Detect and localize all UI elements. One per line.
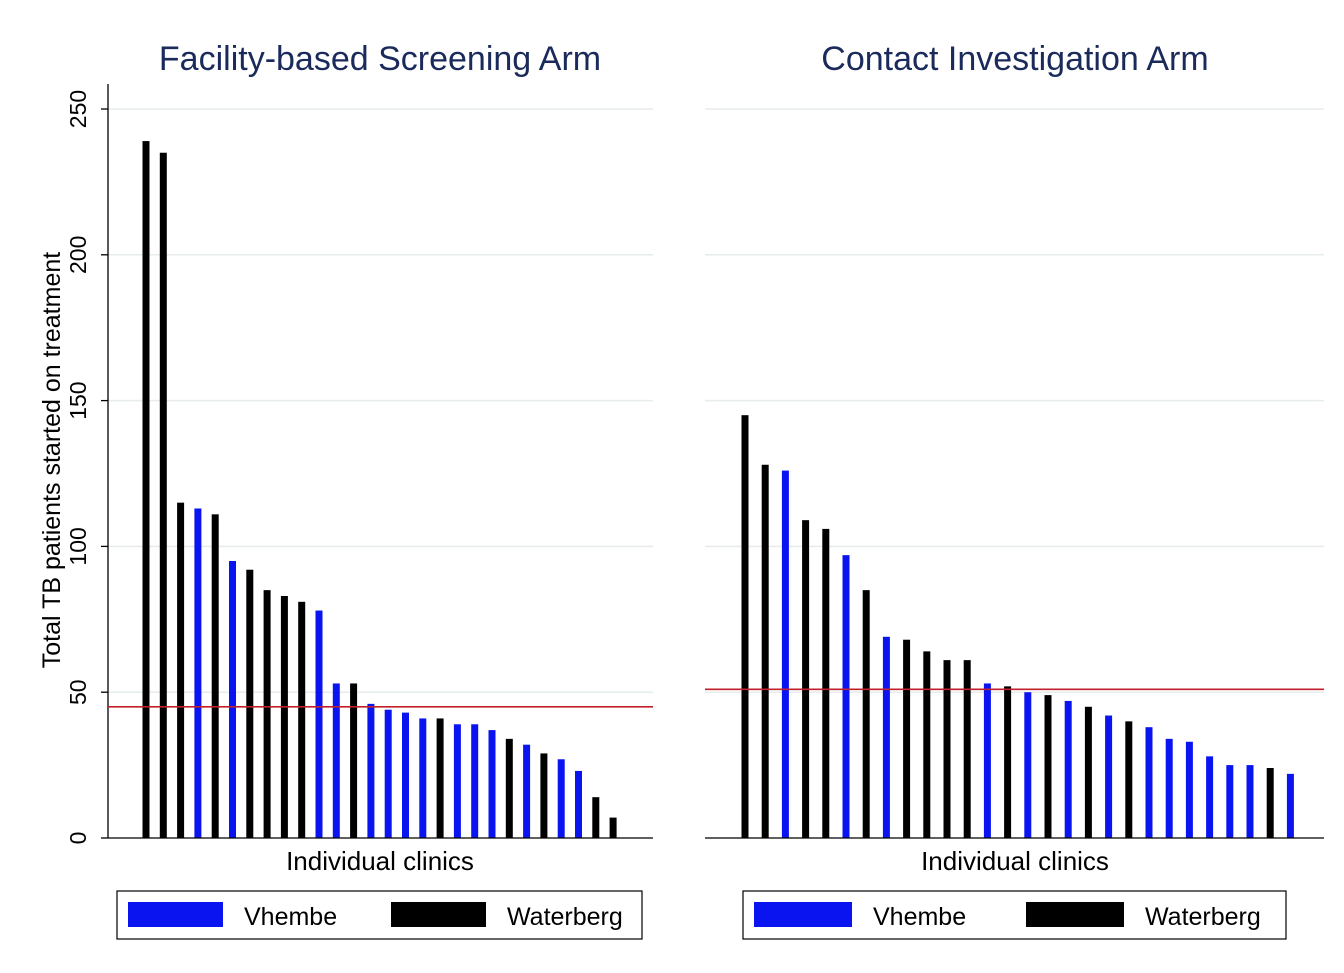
legend-swatch-waterberg	[1026, 902, 1124, 927]
legend-swatch-vhembe	[128, 902, 223, 927]
bar-vhembe	[1064, 700, 1072, 838]
bar-vhembe	[523, 744, 531, 838]
bar-waterberg	[436, 718, 444, 838]
bar-vhembe	[1286, 773, 1294, 838]
bar-vhembe	[557, 759, 565, 838]
x-axis-label: Individual clinics	[286, 846, 474, 876]
bar-waterberg	[280, 595, 288, 838]
bar-vhembe	[1226, 765, 1234, 838]
bar-vhembe	[983, 683, 991, 838]
y-tick-label: 150	[65, 381, 91, 419]
bar-waterberg	[741, 415, 749, 838]
bar-vhembe	[402, 712, 409, 838]
bar-waterberg	[142, 141, 150, 839]
y-axis-label: Total TB patients started on treatment	[38, 252, 66, 668]
bar-vhembe	[229, 560, 236, 838]
bar-vhembe	[575, 770, 582, 838]
bar-waterberg	[159, 152, 167, 839]
legend-label-vhembe: Vhembe	[244, 903, 337, 931]
legend-swatch-waterberg	[391, 902, 486, 927]
bar-waterberg	[903, 639, 911, 838]
bar-waterberg	[298, 601, 306, 838]
bar-waterberg	[1266, 768, 1274, 838]
legend-label-vhembe: Vhembe	[873, 903, 966, 931]
legend: Vhembe Waterberg	[116, 890, 643, 940]
bar-waterberg	[609, 817, 617, 838]
bar-waterberg	[211, 514, 219, 838]
bar-vhembe	[367, 703, 375, 838]
y-axis-ticks: 0 50 100 150 200 250	[65, 90, 108, 845]
bar-vhembe	[471, 724, 479, 838]
bar-waterberg	[505, 738, 513, 838]
panel-title: Contact Investigation Arm	[821, 40, 1208, 78]
bar-vhembe	[1246, 765, 1254, 838]
panel-title: Facility-based Screening Arm	[159, 40, 601, 78]
bar-vhembe	[1165, 738, 1173, 838]
bar-waterberg	[923, 651, 931, 838]
bar-vhembe	[1145, 727, 1153, 838]
y-tick-label: 50	[65, 679, 91, 705]
bar-vhembe	[1206, 756, 1214, 838]
bar-waterberg	[943, 660, 951, 838]
bar-vhembe	[882, 636, 890, 838]
bar-waterberg	[246, 569, 254, 838]
bar-waterberg	[963, 660, 971, 838]
bar-vhembe	[781, 470, 789, 838]
bar-vhembe	[842, 555, 850, 838]
y-tick-label: 100	[65, 527, 91, 565]
legend-label-waterberg: Waterberg	[1145, 903, 1261, 931]
bar-waterberg	[802, 520, 810, 838]
bar-waterberg	[1044, 695, 1052, 838]
y-tick-label: 200	[65, 236, 91, 274]
panel-facility-screening: Facility-based Screening Arm 0 50 100 150 20…	[65, 40, 653, 940]
bar-waterberg	[822, 528, 830, 838]
bar-waterberg	[1084, 706, 1092, 838]
bar-waterberg	[862, 590, 870, 838]
bar-waterberg	[350, 683, 358, 838]
bars	[741, 415, 1294, 838]
bars	[142, 141, 617, 839]
bar-waterberg	[1125, 721, 1133, 838]
bar-vhembe	[1185, 741, 1193, 838]
bar-vhembe	[194, 508, 202, 838]
bar-waterberg	[263, 590, 271, 838]
legend-label-waterberg: Waterberg	[507, 903, 623, 931]
y-tick-label: 0	[65, 832, 91, 845]
bar-waterberg	[592, 797, 600, 838]
bar-vhembe	[1105, 715, 1113, 838]
bar-waterberg	[177, 502, 185, 838]
bar-vhembe	[315, 610, 323, 838]
legend: Vhembe Waterberg	[742, 890, 1287, 940]
bar-waterberg	[761, 464, 769, 838]
bar-vhembe	[332, 683, 340, 838]
bar-vhembe	[384, 709, 392, 838]
bar-vhembe	[1024, 692, 1032, 838]
x-axis-label: Individual clinics	[921, 846, 1109, 876]
y-tick-label: 250	[65, 90, 91, 128]
panel-contact-investigation: Contact Investigation Arm Individual cli…	[705, 40, 1324, 940]
bar-vhembe	[419, 718, 427, 838]
bar-waterberg	[1004, 686, 1012, 838]
bar-vhembe	[488, 730, 496, 838]
bar-vhembe	[453, 724, 461, 838]
legend-swatch-vhembe	[754, 902, 852, 927]
bar-waterberg	[540, 753, 548, 838]
